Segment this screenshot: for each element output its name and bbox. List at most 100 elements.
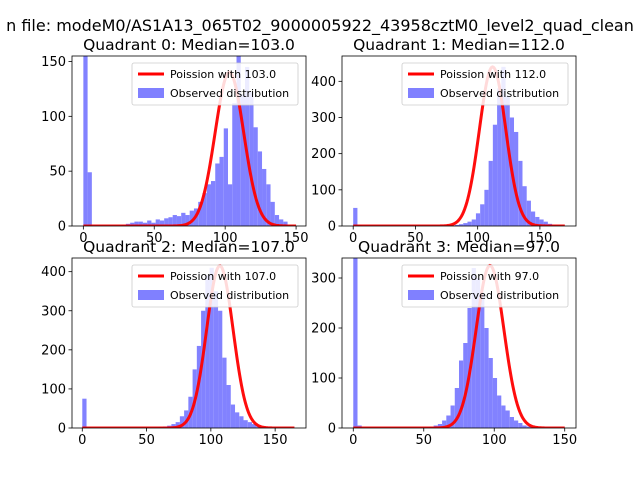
histogram-bar xyxy=(492,378,498,428)
histogram-bar xyxy=(459,360,464,428)
histogram-bar xyxy=(209,267,214,428)
histogram-bar xyxy=(130,222,135,226)
histogram-bar xyxy=(236,56,241,226)
histogram-bar xyxy=(266,184,271,226)
histogram-bars xyxy=(83,56,288,226)
legend-bar-swatch xyxy=(138,88,164,98)
y-tick-label: 100 xyxy=(41,382,66,397)
legend-bar-swatch xyxy=(408,290,434,300)
histogram-bar xyxy=(235,412,240,428)
x-tick-label: 50 xyxy=(407,231,424,246)
histogram-bar xyxy=(484,328,489,428)
histogram-bar xyxy=(257,151,263,226)
y-tick-label: 200 xyxy=(311,147,336,162)
histogram-bar xyxy=(526,200,531,226)
y-tick-label: 50 xyxy=(49,165,66,180)
histogram-bar xyxy=(83,56,88,226)
histogram-bar xyxy=(480,204,485,226)
histogram-bar xyxy=(172,215,177,226)
x-tick-label: 150 xyxy=(284,231,309,246)
histogram-bar xyxy=(205,275,210,428)
poisson-curve xyxy=(353,65,565,226)
histogram-bar xyxy=(454,224,459,226)
x-tick-label: 100 xyxy=(213,231,238,246)
histogram-bar xyxy=(484,189,489,226)
legend-box xyxy=(131,62,299,106)
histogram-bar xyxy=(505,95,510,226)
axes-frame xyxy=(71,55,307,227)
histogram-bar xyxy=(230,404,236,428)
histogram-bar xyxy=(522,186,527,226)
histogram-bar xyxy=(159,220,165,226)
histogram-bar xyxy=(179,416,185,428)
legend-label: Poission with 112.0 xyxy=(440,68,546,81)
y-tick-label: 200 xyxy=(41,343,66,358)
histogram-bar xyxy=(274,215,280,226)
histogram-bar xyxy=(164,218,169,226)
histogram-bar xyxy=(223,128,228,226)
histogram-bar xyxy=(442,420,447,428)
legend-box xyxy=(401,62,569,106)
y-tick-label: 150 xyxy=(41,55,66,70)
y-tick-label: 300 xyxy=(311,272,336,287)
histogram-bar xyxy=(526,426,531,428)
legend-box xyxy=(131,264,299,308)
legend: Poission with 103.0 Observed distribution xyxy=(131,62,299,106)
y-tick-label: 100 xyxy=(311,372,336,387)
histogram-bar xyxy=(82,398,87,428)
histogram-bar xyxy=(530,211,536,226)
histogram-bar xyxy=(253,127,258,226)
y-tick-label: 0 xyxy=(58,422,66,437)
histogram-bar xyxy=(514,131,519,226)
histogram-bar xyxy=(480,293,485,428)
histogram-bar xyxy=(249,92,254,226)
y-tick-label: 200 xyxy=(311,322,336,337)
histogram-bar xyxy=(151,222,156,226)
x-tick-label: 150 xyxy=(552,433,577,448)
histogram-bar xyxy=(232,103,237,226)
histogram-bar xyxy=(454,388,459,428)
histogram-bar xyxy=(463,223,468,226)
y-tick-label: 0 xyxy=(58,220,66,235)
histogram-bar xyxy=(279,219,284,226)
histogram-bar xyxy=(240,94,246,226)
histogram-bar xyxy=(171,424,176,428)
histogram-bar xyxy=(509,417,514,428)
histogram-bar xyxy=(142,222,148,226)
histogram-bar xyxy=(475,278,481,428)
x-tick-label: 50 xyxy=(415,433,432,448)
histogram-bar xyxy=(505,410,510,428)
histogram-bar xyxy=(513,420,519,428)
histogram-bar xyxy=(134,221,139,226)
x-tick-label: 150 xyxy=(527,231,552,246)
legend-label: Observed distribution xyxy=(440,289,559,302)
histogram-bar xyxy=(155,219,160,226)
x-tick-label: 0 xyxy=(78,433,86,448)
x-tick-label: 100 xyxy=(482,433,507,448)
histogram-bar xyxy=(501,66,506,226)
legend: Poission with 97.0 Observed distribution xyxy=(401,264,569,308)
legend: Poission with 112.0 Observed distribution xyxy=(401,62,569,106)
histogram-bar xyxy=(215,163,220,226)
histogram-bar xyxy=(492,124,498,226)
histogram-bar xyxy=(213,291,219,428)
legend-label: Poission with 107.0 xyxy=(170,270,276,283)
histogram-bar xyxy=(353,207,358,226)
y-tick-label: 0 xyxy=(328,422,336,437)
histogram-bar xyxy=(147,220,152,226)
legend-bar-swatch xyxy=(408,88,434,98)
histogram-bar xyxy=(450,405,455,428)
y-tick-label: 400 xyxy=(41,265,66,280)
legend-label: Poission with 103.0 xyxy=(170,68,276,81)
subplot-quadrant-1: 0 50 100 150 0 100 200 300 400 Quadrant 1: Median… xyxy=(311,36,577,246)
figure-suptitle: n file: modeM0/AS1A13_065T02_9000005922_… xyxy=(6,16,634,35)
histogram-bar xyxy=(228,184,233,226)
histogram-bar xyxy=(198,201,203,226)
histogram-bar xyxy=(185,215,190,226)
histogram-bar xyxy=(247,422,252,428)
x-tick-label: 0 xyxy=(349,231,357,246)
histogram-bar xyxy=(138,221,143,226)
histogram-bar xyxy=(539,219,544,226)
